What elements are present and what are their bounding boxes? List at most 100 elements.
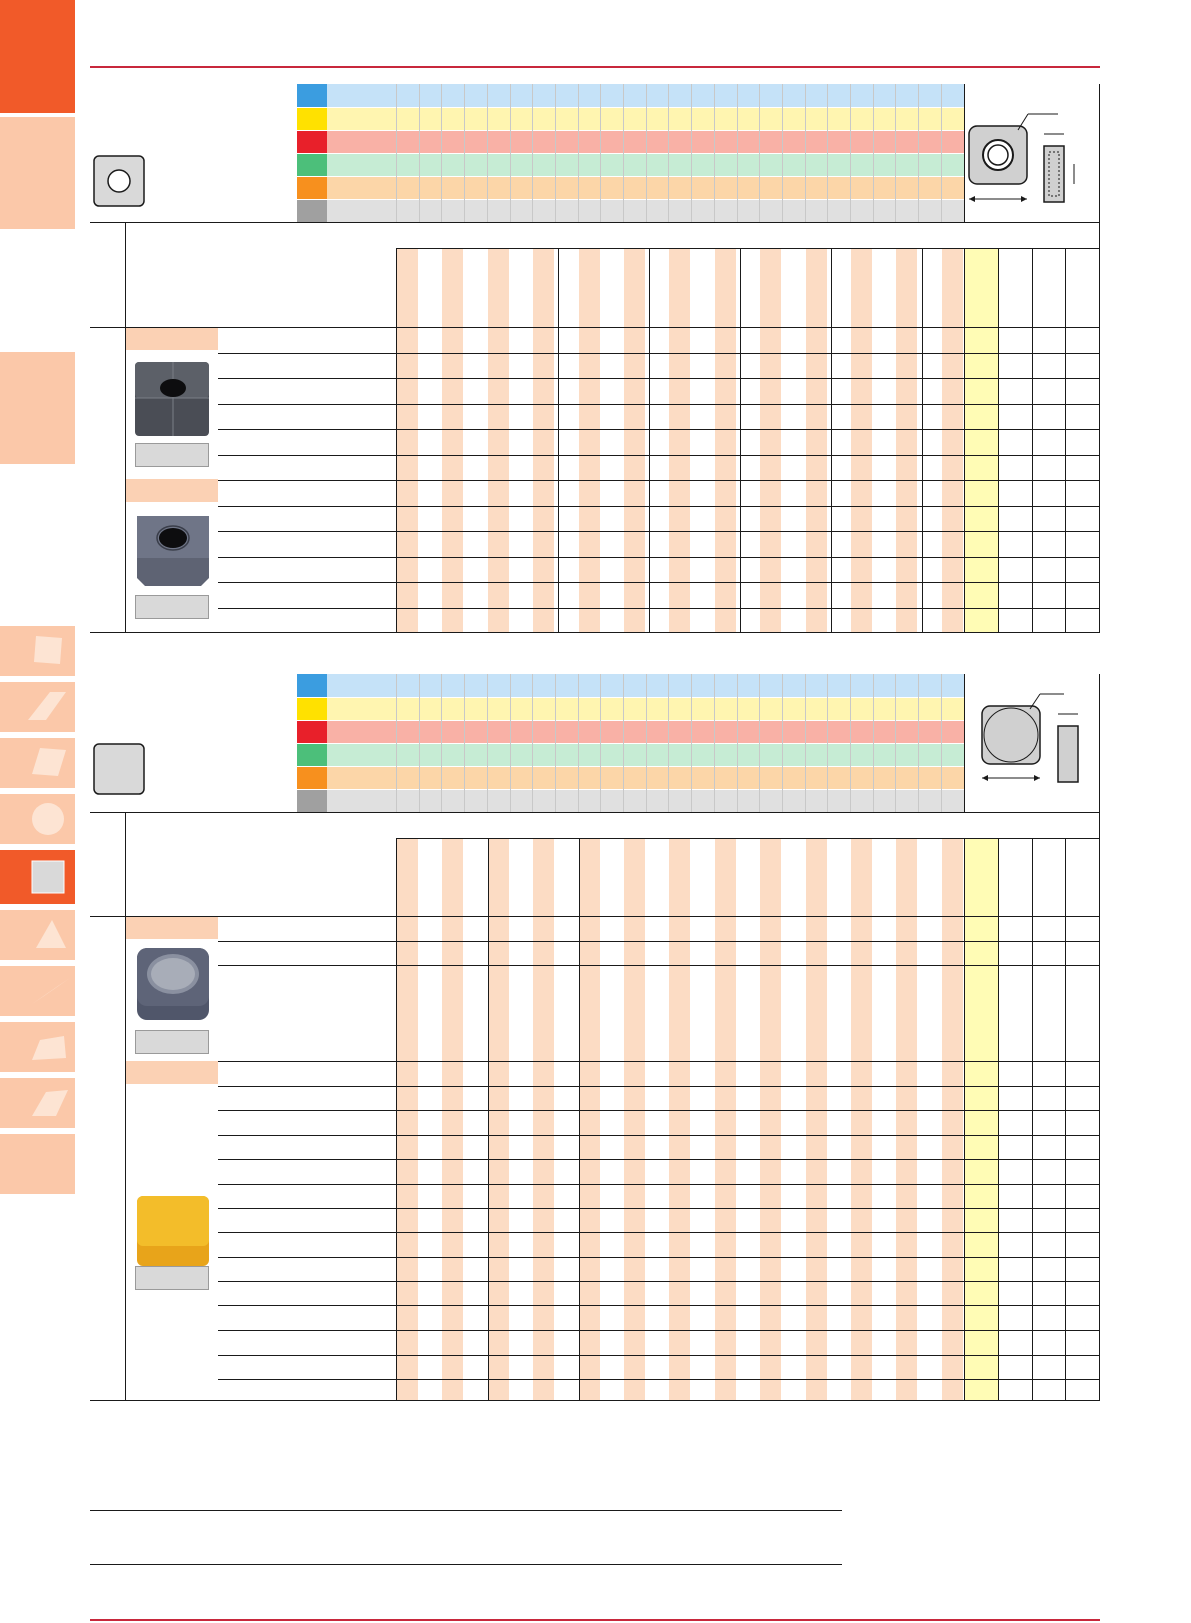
s1-row-line xyxy=(218,455,1099,456)
s2-stripe xyxy=(806,838,827,1401)
top-rule xyxy=(90,66,1100,68)
s2-band-P-fill xyxy=(327,674,964,697)
s2-band-M-fill xyxy=(327,697,964,720)
s2-band-H-fill xyxy=(327,789,964,812)
s2-band-N-swatch xyxy=(297,743,327,766)
s1-band-col-line xyxy=(714,84,715,222)
s2-group-1-header xyxy=(125,916,218,939)
s2-band-col-line xyxy=(464,674,465,812)
s1-band-col-line xyxy=(600,84,601,222)
s1-bottom-line xyxy=(90,632,1099,633)
s1-band-col-line xyxy=(827,84,828,222)
s1-stripe xyxy=(715,248,736,633)
s2-row-line xyxy=(218,1281,1099,1282)
tab-shape-c[interactable] xyxy=(0,626,75,676)
tab-shape-d[interactable] xyxy=(0,682,75,732)
footnote-rule-top xyxy=(90,1510,842,1511)
s2-band-col-line xyxy=(691,674,692,812)
s1-group-line xyxy=(740,248,741,633)
s1-band-H-swatch xyxy=(297,199,327,222)
s2-band-col-line xyxy=(714,674,715,812)
s1-group-1-image xyxy=(133,358,213,438)
s1-band-col-line xyxy=(805,84,806,222)
s2-band-col-line xyxy=(668,674,669,812)
s1-body-top-line xyxy=(90,327,1099,328)
s1-band-col-line xyxy=(895,84,896,222)
dark-square-insert-chipbreaker-icon xyxy=(135,362,209,436)
s2-stripe xyxy=(488,838,509,1401)
s1-group-1-header xyxy=(125,327,218,350)
s1-name-col-line xyxy=(396,327,397,632)
s1-band-col-line xyxy=(396,84,397,222)
s1-band-col-line xyxy=(487,84,488,222)
tab-shape-s[interactable] xyxy=(0,850,75,904)
tab-shape-v[interactable] xyxy=(0,966,75,1016)
s1-band-col-line xyxy=(782,84,783,222)
rhombus-55-icon xyxy=(28,692,66,720)
s2-band-col-line xyxy=(646,674,647,812)
round-icon xyxy=(32,803,64,835)
s2-bottom-line xyxy=(90,1400,1099,1401)
s1-stripe xyxy=(624,248,645,633)
triangle-icon xyxy=(36,920,66,948)
parallelogram-icon xyxy=(32,1090,68,1116)
s1-band-sep xyxy=(297,199,964,200)
s1-group-line xyxy=(558,248,559,633)
s1-group-line xyxy=(922,248,923,633)
s1-right-edge-line xyxy=(1099,84,1100,632)
s2-band-sep xyxy=(297,766,964,767)
s1-band-col-line xyxy=(737,84,738,222)
s1-band-K-swatch xyxy=(297,130,327,153)
square-insert-with-hole-icon xyxy=(93,155,145,207)
tab-shape-w[interactable] xyxy=(0,1022,75,1072)
s1-row-line xyxy=(218,557,1099,558)
rhombus-icon xyxy=(32,748,66,776)
s1-group-2-header xyxy=(125,479,218,502)
s2-insert-diagram xyxy=(964,674,1099,812)
tab-section-a[interactable] xyxy=(0,117,75,229)
s1-band-N-swatch xyxy=(297,153,327,176)
s2-stripe xyxy=(715,838,736,1401)
s2-band-col-line xyxy=(532,674,533,812)
s2-band-M-swatch xyxy=(297,697,327,720)
trigon-icon xyxy=(32,1036,66,1060)
s2-band-S-swatch xyxy=(297,766,327,789)
s2-band-col-line xyxy=(600,674,601,812)
s1-group-1-caption xyxy=(135,443,209,467)
s1-stripe xyxy=(533,248,554,633)
s1-band-col-line xyxy=(623,84,624,222)
s2-row-line xyxy=(218,1257,1099,1258)
s1-dim-column xyxy=(964,248,998,633)
s1-group-2-image xyxy=(133,508,213,588)
tab-blank[interactable] xyxy=(0,1134,75,1194)
s1-band-col-line xyxy=(668,84,669,222)
s2-band-col-line xyxy=(827,674,828,812)
s1-stripe xyxy=(669,248,690,633)
s1-stripe xyxy=(942,248,963,633)
s2-subheader-line xyxy=(396,838,1099,839)
s2-group-1-caption xyxy=(135,1030,209,1054)
s2-group-2-caption xyxy=(135,1266,209,1290)
s1-band-col-line xyxy=(419,84,420,222)
tab-section-b[interactable] xyxy=(0,352,75,464)
tab-shape-k[interactable] xyxy=(0,1078,75,1128)
s2-band-sep xyxy=(297,743,964,744)
s1-group-line xyxy=(831,248,832,633)
s2-band-col-line xyxy=(487,674,488,812)
s2-band-col-line xyxy=(918,674,919,812)
s2-row-line xyxy=(218,1061,1099,1062)
s2-band-col-line xyxy=(873,674,874,812)
s1-row-line xyxy=(218,608,1099,609)
tab-shape-r[interactable] xyxy=(0,794,75,844)
s1-row-line xyxy=(218,353,1099,354)
s2-band-sep xyxy=(297,697,964,698)
shape-icon-square-hole xyxy=(93,155,145,207)
tab-shape-e[interactable] xyxy=(0,738,75,788)
s2-header-top-line xyxy=(90,812,1099,813)
s2-dim-column xyxy=(964,838,998,1401)
s2-band-col-line xyxy=(623,674,624,812)
tab-shape-t[interactable] xyxy=(0,910,75,960)
s2-stripe xyxy=(942,838,963,1401)
s2-group-2-header xyxy=(125,1061,218,1084)
s1-group-2-caption xyxy=(135,595,209,619)
